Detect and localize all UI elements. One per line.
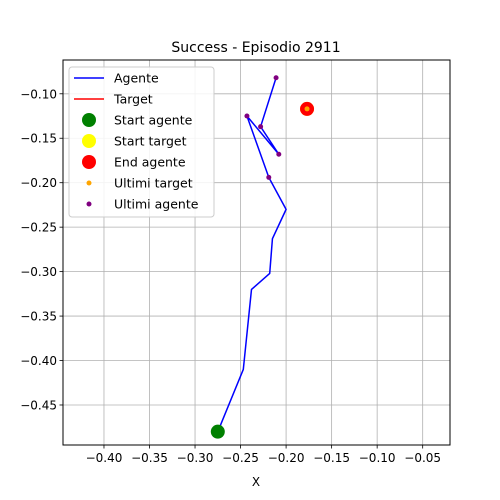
- y-tick-label: −0.20: [20, 176, 57, 190]
- x-axis-ticks: −0.40 −0.35 −0.30 −0.25 −0.20 −0.15 −0.10 −0.05: [86, 445, 441, 465]
- legend-ultimi-target-label: Ultimi target: [114, 176, 193, 191]
- y-tick-label: −0.45: [20, 398, 57, 412]
- legend-end-agente-swatch: [82, 155, 96, 169]
- legend-target-label: Target: [113, 92, 153, 107]
- ultimi-agente-marker: [273, 75, 279, 81]
- y-tick-label: −0.40: [20, 354, 57, 368]
- legend-box: [68, 66, 215, 218]
- ultimi-agente-marker: [276, 151, 282, 157]
- x-tick-label: −0.05: [404, 451, 441, 465]
- y-axis-ticks: −0.10 −0.15 −0.20 −0.25 −0.30 −0.35 −0.40 −0.45: [20, 87, 63, 412]
- ultimi-target-marker: [304, 106, 310, 112]
- y-tick-label: −0.30: [20, 265, 57, 279]
- legend-start-agente-label: Start agente: [114, 113, 193, 128]
- x-tick-label: −0.40: [86, 451, 123, 465]
- x-tick-label: −0.30: [177, 451, 214, 465]
- legend-start-agente-swatch: [82, 113, 96, 127]
- start-agente-marker: [210, 424, 225, 439]
- x-tick-label: −0.10: [359, 451, 396, 465]
- y-tick-label: −0.35: [20, 310, 57, 324]
- x-tick-label: −0.25: [222, 451, 259, 465]
- plot-frame: [62, 59, 451, 446]
- y-tick-label: −0.10: [20, 87, 57, 101]
- legend-end-agente-label: End agente: [114, 155, 186, 170]
- chart-title: Success - Episodio 2911: [171, 40, 340, 56]
- series-layer: [210, 75, 315, 439]
- legend-start-target-label: Start target: [114, 134, 187, 149]
- x-tick-label: −0.35: [131, 451, 168, 465]
- ultimi-agente-marker: [258, 124, 264, 130]
- legend-ultimi-agente-label: Ultimi agente: [114, 197, 199, 212]
- ultimi-agente-marker: [266, 174, 272, 180]
- legend-start-target-swatch: [82, 134, 96, 148]
- legend-ultimi-agente-swatch: [86, 201, 92, 207]
- x-tick-label: −0.20: [268, 451, 305, 465]
- ultimi-agente-marker: [244, 113, 250, 119]
- agente-line: [217, 77, 287, 432]
- y-tick-label: −0.25: [20, 221, 57, 235]
- legend-ultimi-target-swatch: [86, 180, 92, 186]
- x-axis-label: X: [252, 475, 260, 489]
- x-tick-label: −0.15: [313, 451, 350, 465]
- legend-agente-label: Agente: [114, 71, 159, 86]
- y-tick-label: −0.15: [20, 132, 57, 146]
- legend: Agente Target Start agente Start target End …: [68, 66, 215, 218]
